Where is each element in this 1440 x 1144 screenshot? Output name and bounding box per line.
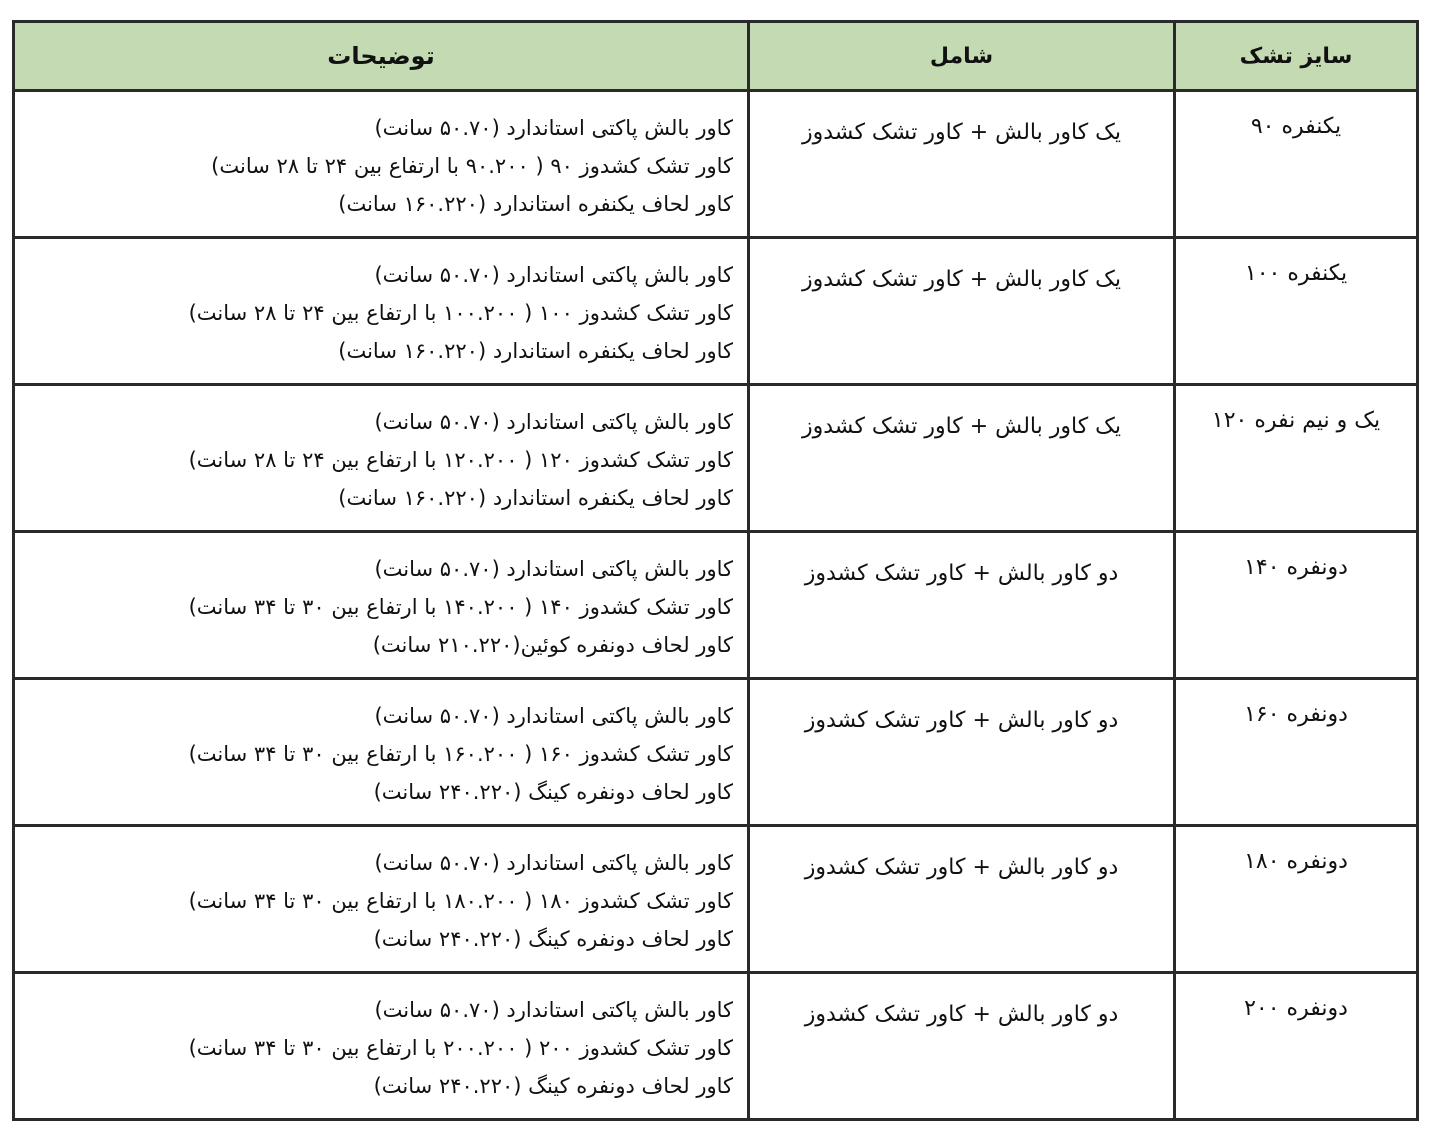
cell-includes: دو کاور بالش + کاور تشک کشدوز bbox=[747, 677, 1176, 827]
description-line: کاور تشک کشدوز ۱۴۰ ( ۱۴۰.۲۰۰ با ارتفاع ب… bbox=[188, 595, 733, 619]
table-row: دونفره ۱۶۰ دو کاور بالش + کاور تشک کشدوز ک… bbox=[12, 677, 1419, 827]
description-line: کاور لحاف یکنفره استاندارد (۱۶۰.۲۲۰ سانت… bbox=[338, 192, 733, 216]
description-line: کاور بالش پاکتی استاندارد (۵۰.۷۰ سانت) bbox=[374, 263, 733, 287]
table-row: یکنفره ۱۰۰ یک کاور بالش + کاور تشک کشدوز ک… bbox=[12, 236, 1419, 386]
cell-description: کاور بالش پاکتی استاندارد (۵۰.۷۰ سانت) کا… bbox=[12, 677, 750, 827]
cell-size: یکنفره ۹۰ bbox=[1173, 89, 1419, 239]
table-header-row: سایز تشک شامل توضیحات bbox=[12, 20, 1419, 92]
description-line: کاور لحاف دونفره کینگ (۲۴۰.۲۲۰ سانت) bbox=[373, 927, 733, 951]
cell-size: دونفره ۱۸۰ bbox=[1173, 824, 1419, 974]
table-row: دونفره ۲۰۰ دو کاور بالش + کاور تشک کشدوز ک… bbox=[12, 971, 1419, 1121]
description-line: کاور بالش پاکتی استاندارد (۵۰.۷۰ سانت) bbox=[374, 998, 733, 1022]
cell-description: کاور بالش پاکتی استاندارد (۵۰.۷۰ سانت) کا… bbox=[12, 530, 750, 680]
cell-description: کاور بالش پاکتی استاندارد (۵۰.۷۰ سانت) کا… bbox=[12, 89, 750, 239]
table-row: یک و نیم نفره ۱۲۰ یک کاور بالش + کاور تشک… bbox=[12, 383, 1419, 533]
cell-description: کاور بالش پاکتی استاندارد (۵۰.۷۰ سانت) کا… bbox=[12, 971, 750, 1121]
description-line: کاور لحاف دونفره کینگ (۲۴۰.۲۲۰ سانت) bbox=[373, 780, 733, 804]
cell-description: کاور بالش پاکتی استاندارد (۵۰.۷۰ سانت) کا… bbox=[12, 383, 750, 533]
cell-includes: دو کاور بالش + کاور تشک کشدوز bbox=[747, 971, 1176, 1121]
description-line: کاور لحاف یکنفره استاندارد (۱۶۰.۲۲۰ سانت… bbox=[338, 339, 733, 363]
description-line: کاور تشک کشدوز ۱۲۰ ( ۱۲۰.۲۰۰ با ارتفاع ب… bbox=[188, 448, 733, 472]
cell-includes: دو کاور بالش + کاور تشک کشدوز bbox=[747, 530, 1176, 680]
description-line: کاور بالش پاکتی استاندارد (۵۰.۷۰ سانت) bbox=[374, 557, 733, 581]
cell-includes: یک کاور بالش + کاور تشک کشدوز bbox=[747, 383, 1176, 533]
description-line: کاور بالش پاکتی استاندارد (۵۰.۷۰ سانت) bbox=[374, 410, 733, 434]
cell-size: دونفره ۲۰۰ bbox=[1173, 971, 1419, 1121]
cell-size: دونفره ۱۴۰ bbox=[1173, 530, 1419, 680]
table-row: دونفره ۱۸۰ دو کاور بالش + کاور تشک کشدوز ک… bbox=[12, 824, 1419, 974]
header-includes: شامل bbox=[747, 20, 1176, 92]
mattress-cover-size-table: سایز تشک شامل توضیحات یکنفره ۹۰ یک کاور ب… bbox=[12, 20, 1419, 1121]
description-line: کاور تشک کشدوز ۹۰ ( ۹۰.۲۰۰ با ارتفاع بین… bbox=[211, 154, 733, 178]
table-row: یکنفره ۹۰ یک کاور بالش + کاور تشک کشدوز کا… bbox=[12, 89, 1419, 239]
cell-size: دونفره ۱۶۰ bbox=[1173, 677, 1419, 827]
description-line: کاور لحاف یکنفره استاندارد (۱۶۰.۲۲۰ سانت… bbox=[338, 486, 733, 510]
cell-includes: یک کاور بالش + کاور تشک کشدوز bbox=[747, 236, 1176, 386]
cell-size: یک و نیم نفره ۱۲۰ bbox=[1173, 383, 1419, 533]
description-line: کاور بالش پاکتی استاندارد (۵۰.۷۰ سانت) bbox=[374, 704, 733, 728]
description-line: کاور تشک کشدوز ۱۸۰ ( ۱۸۰.۲۰۰ با ارتفاع ب… bbox=[188, 889, 733, 913]
cell-includes: دو کاور بالش + کاور تشک کشدوز bbox=[747, 824, 1176, 974]
description-line: کاور تشک کشدوز ۲۰۰ ( ۲۰۰.۲۰۰ با ارتفاع ب… bbox=[188, 1036, 733, 1060]
description-line: کاور لحاف دونفره کوئین(۲۱۰.۲۲۰ سانت) bbox=[372, 633, 733, 657]
description-line: کاور تشک کشدوز ۱۰۰ ( ۱۰۰.۲۰۰ با ارتفاع ب… bbox=[188, 301, 733, 325]
description-line: کاور بالش پاکتی استاندارد (۵۰.۷۰ سانت) bbox=[374, 851, 733, 875]
description-line: کاور بالش پاکتی استاندارد (۵۰.۷۰ سانت) bbox=[374, 116, 733, 140]
description-line: کاور تشک کشدوز ۱۶۰ ( ۱۶۰.۲۰۰ با ارتفاع ب… bbox=[188, 742, 733, 766]
table-row: دونفره ۱۴۰ دو کاور بالش + کاور تشک کشدوز ک… bbox=[12, 530, 1419, 680]
header-description: توضیحات bbox=[12, 20, 750, 92]
cell-size: یکنفره ۱۰۰ bbox=[1173, 236, 1419, 386]
cell-includes: یک کاور بالش + کاور تشک کشدوز bbox=[747, 89, 1176, 239]
description-line: کاور لحاف دونفره کینگ (۲۴۰.۲۲۰ سانت) bbox=[373, 1074, 733, 1098]
cell-description: کاور بالش پاکتی استاندارد (۵۰.۷۰ سانت) کا… bbox=[12, 824, 750, 974]
header-size: سایز تشک bbox=[1173, 20, 1419, 92]
cell-description: کاور بالش پاکتی استاندارد (۵۰.۷۰ سانت) کا… bbox=[12, 236, 750, 386]
